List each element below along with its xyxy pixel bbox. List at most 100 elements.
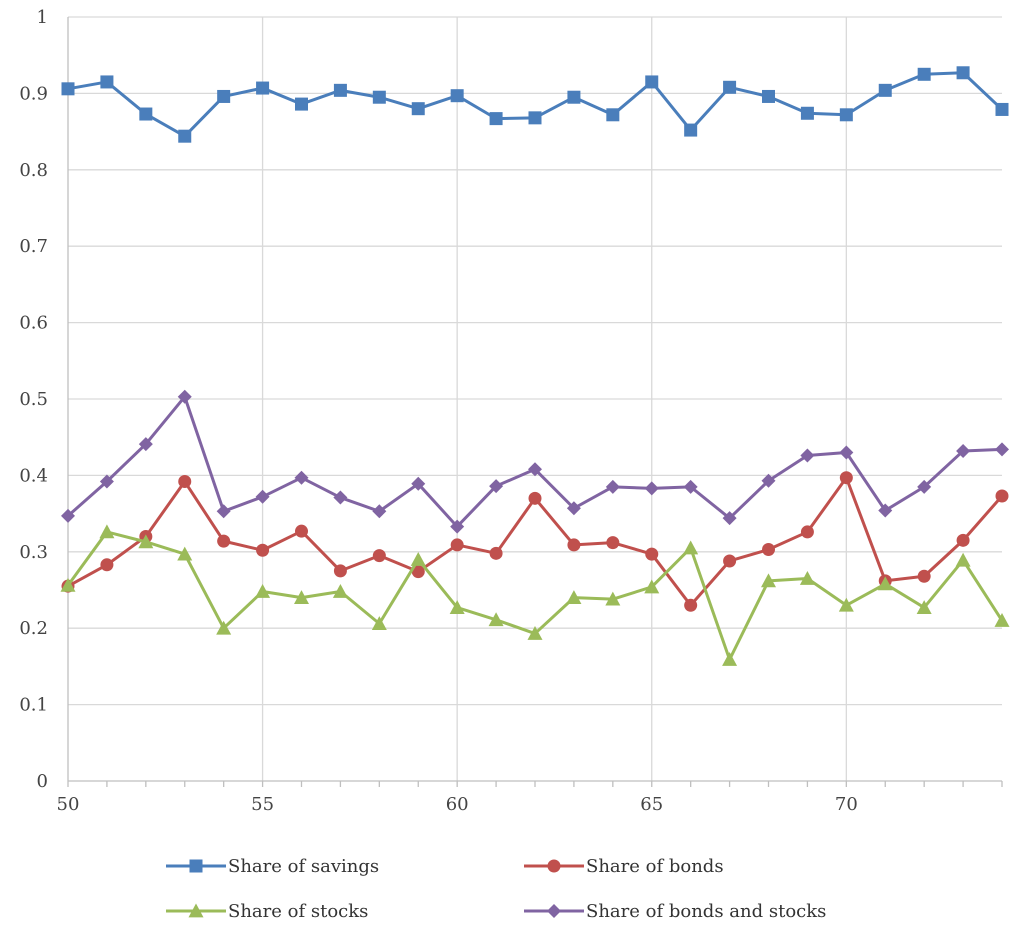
data-point bbox=[333, 490, 348, 505]
data-point bbox=[995, 102, 1009, 116]
x-tick-label: 55 bbox=[251, 794, 274, 815]
data-point bbox=[916, 600, 932, 614]
y-tick-label: 0.6 bbox=[19, 313, 48, 334]
data-point bbox=[333, 564, 347, 578]
series-share-of-savings bbox=[61, 66, 1009, 143]
data-point bbox=[333, 83, 347, 97]
data-point bbox=[450, 538, 464, 552]
data-point bbox=[99, 524, 115, 539]
data-point bbox=[61, 508, 75, 523]
data-point bbox=[60, 577, 76, 592]
data-point bbox=[411, 565, 425, 579]
legend-label: Share of stocks bbox=[228, 901, 368, 922]
data-point bbox=[838, 597, 854, 612]
series-share-of-bonds bbox=[61, 471, 1009, 612]
data-point bbox=[956, 533, 970, 547]
legend-marker bbox=[188, 903, 204, 918]
data-point bbox=[332, 584, 348, 598]
x-tick-label: 70 bbox=[835, 794, 858, 815]
data-point bbox=[449, 600, 465, 614]
data-point bbox=[489, 112, 503, 126]
data-point bbox=[606, 536, 620, 550]
data-point bbox=[566, 590, 582, 605]
data-point bbox=[800, 448, 815, 463]
legend-label: Share of bonds and stocks bbox=[586, 901, 826, 922]
data-point bbox=[567, 90, 581, 104]
data-point bbox=[372, 504, 387, 519]
data-point bbox=[839, 108, 853, 122]
data-point bbox=[877, 576, 893, 591]
data-point bbox=[528, 462, 542, 477]
data-point bbox=[955, 552, 971, 567]
data-point bbox=[567, 538, 581, 552]
legend-item: Share of savings bbox=[166, 856, 379, 877]
data-point bbox=[566, 501, 581, 516]
legend-item: Share of stocks bbox=[166, 901, 368, 922]
data-point bbox=[489, 546, 503, 560]
data-point bbox=[217, 89, 231, 103]
series-share-of-stocks bbox=[60, 524, 1010, 666]
data-point bbox=[800, 525, 814, 539]
data-point bbox=[800, 106, 814, 120]
data-point bbox=[644, 579, 660, 594]
y-tick-label: 0.2 bbox=[19, 618, 48, 639]
data-point bbox=[799, 571, 815, 585]
data-point bbox=[411, 476, 426, 491]
data-point bbox=[762, 89, 775, 103]
data-point bbox=[256, 81, 270, 95]
data-point bbox=[99, 474, 114, 489]
data-point bbox=[138, 437, 153, 452]
y-tick-label: 0.7 bbox=[19, 236, 48, 257]
data-point bbox=[878, 83, 892, 97]
data-point bbox=[489, 479, 504, 494]
data-point bbox=[917, 67, 931, 81]
data-point bbox=[878, 503, 893, 518]
y-tick-label: 0.3 bbox=[19, 542, 48, 563]
y-tick-label: 0 bbox=[37, 771, 48, 792]
data-point bbox=[684, 598, 698, 612]
data-point bbox=[839, 445, 854, 460]
data-point bbox=[139, 107, 153, 121]
data-point bbox=[61, 82, 75, 96]
data-point bbox=[450, 89, 464, 103]
data-point bbox=[722, 511, 737, 526]
series-share-of-bonds-and-stocks bbox=[61, 389, 1009, 534]
data-point bbox=[488, 612, 504, 627]
data-point bbox=[372, 90, 386, 104]
data-point bbox=[683, 479, 698, 494]
data-point bbox=[372, 549, 386, 563]
axes bbox=[67, 17, 1003, 787]
data-point bbox=[100, 558, 114, 572]
legend-label: Share of bonds bbox=[586, 856, 724, 877]
data-point bbox=[645, 75, 659, 89]
data-point bbox=[216, 620, 232, 635]
legend-item: Share of bonds bbox=[524, 856, 724, 877]
y-tick-label: 1 bbox=[37, 7, 48, 28]
data-point bbox=[683, 540, 699, 555]
data-point bbox=[605, 591, 621, 606]
legend-marker bbox=[547, 904, 561, 918]
data-point bbox=[917, 479, 932, 494]
data-point bbox=[138, 534, 154, 549]
tick-labels: 0 0.1 0.2 0.3 0.4 0.5 0.6 0.7 0.8 0.9 1 50 55 60 65 70 bbox=[19, 7, 857, 815]
data-point bbox=[178, 475, 192, 489]
data-point bbox=[216, 504, 231, 519]
data-point bbox=[917, 569, 931, 583]
x-tick-label: 50 bbox=[57, 794, 80, 815]
data-point bbox=[723, 80, 737, 94]
legend-item: Share of bonds and stocks bbox=[524, 901, 826, 922]
data-point bbox=[995, 442, 1009, 457]
data-point bbox=[606, 108, 620, 122]
data-point bbox=[528, 111, 542, 125]
data-point bbox=[761, 473, 776, 488]
data-point bbox=[178, 129, 192, 143]
series-line bbox=[67, 71, 1004, 138]
x-tick-label: 65 bbox=[640, 794, 663, 815]
data-point bbox=[994, 613, 1010, 627]
legend-marker bbox=[547, 859, 561, 873]
data-point bbox=[217, 534, 231, 548]
data-point bbox=[450, 519, 465, 534]
data-point bbox=[177, 546, 193, 561]
y-tick-label: 0.9 bbox=[19, 83, 48, 104]
